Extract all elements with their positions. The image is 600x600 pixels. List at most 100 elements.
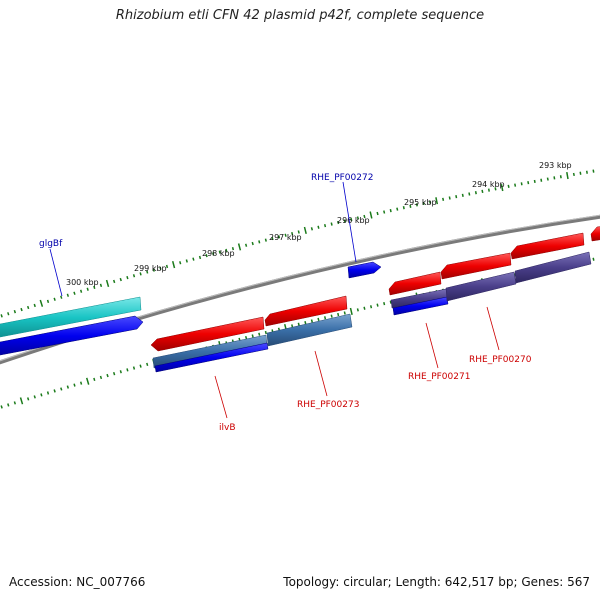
glgBf-feature-bar[interactable] <box>0 296 142 338</box>
gene-label-rhe-pf00272[interactable]: RHE_PF00272 <box>311 173 373 183</box>
scale-minor-tick <box>26 305 30 310</box>
glgBf-cds-arrow[interactable] <box>0 315 144 356</box>
rhe-pf00272-cds-arrow[interactable] <box>347 261 382 279</box>
gene-label-rhe-pf00270[interactable]: RHE_PF00270 <box>469 355 532 365</box>
scale-minor-tick <box>258 240 261 244</box>
rhe-pf00268-cds-arrow[interactable] <box>590 226 600 242</box>
scale-minor-tick <box>244 243 248 247</box>
rhe-pf00272-leader <box>342 181 357 263</box>
scale-minor-tick <box>198 255 202 260</box>
rhe-pf00269-feature-bar[interactable] <box>514 251 592 284</box>
scale-minor-tick <box>553 176 556 180</box>
scale-major-tick <box>369 211 373 219</box>
rhe-pf00269-cds-arrow[interactable] <box>510 232 585 260</box>
scale-minor-tick <box>271 236 274 241</box>
scale-minor-tick <box>99 283 103 288</box>
scale-minor-tick <box>343 219 346 223</box>
scale-minor-tick <box>152 268 155 272</box>
scale-minor-tick <box>40 393 43 397</box>
accession-text: Accession: NC_007766 <box>9 575 146 589</box>
scale-minor-tick <box>422 201 425 206</box>
scale-minor-tick <box>304 321 307 325</box>
scale-major-tick <box>500 183 504 192</box>
scale-minor-tick <box>66 385 70 389</box>
scale-minor-tick <box>218 250 221 254</box>
scale-minor-tick <box>7 312 10 316</box>
scale-minor-tick <box>231 247 235 251</box>
scale-label-298: 298 kbp <box>202 249 235 258</box>
topology-stats-text: Topology: circular; Length: 642,517 bp; … <box>283 575 590 589</box>
scale-minor-tick <box>389 300 392 304</box>
rhe-pf00271-cds-bar[interactable] <box>392 296 449 316</box>
scale-minor-tick <box>507 184 510 188</box>
scale-label-300: 300 kbp <box>66 278 99 287</box>
scale-minor-tick <box>487 188 490 192</box>
ilvB-leader <box>214 375 228 419</box>
scale-minor-tick <box>572 172 575 177</box>
rhe-pf00270-feature-bar[interactable] <box>445 271 517 302</box>
scale-minor-tick <box>291 324 294 328</box>
scale-minor-tick <box>323 224 327 228</box>
scale-minor-tick <box>527 181 530 185</box>
scale-minor-tick <box>73 291 76 295</box>
scale-minor-tick <box>291 232 294 236</box>
gene-label-glgBf[interactable]: glgBf <box>39 239 63 249</box>
scale-minor-tick <box>7 403 10 407</box>
scale-minor-tick <box>317 317 320 321</box>
gene-label-rhe-pf00273[interactable]: RHE_PF00273 <box>297 400 359 410</box>
scale-minor-tick <box>132 366 136 370</box>
scale-minor-tick <box>546 177 549 181</box>
scale-minor-tick <box>126 276 129 280</box>
scale-minor-tick <box>13 309 17 314</box>
scale-major-tick <box>566 171 569 180</box>
rhe-pf00273-leader <box>314 350 328 397</box>
scale-minor-tick <box>126 368 129 372</box>
ilvB-cds-bar[interactable] <box>154 342 269 373</box>
scale-minor-tick <box>363 306 366 310</box>
scale-minor-tick <box>132 274 136 278</box>
scale-minor-tick <box>119 277 122 282</box>
scale-minor-tick <box>468 192 471 196</box>
rhe-pf00270-cds-arrow[interactable] <box>440 252 512 280</box>
scale-minor-tick <box>533 179 536 184</box>
scale-minor-tick <box>520 182 523 186</box>
rhe-pf00271-cds-arrow[interactable] <box>388 271 442 296</box>
scale-minor-tick <box>112 371 116 376</box>
scale-minor-tick <box>139 272 142 276</box>
scale-major-tick <box>435 197 439 205</box>
scale-minor-tick <box>146 270 149 274</box>
scale-minor-tick <box>474 191 477 195</box>
scale-minor-tick <box>73 383 76 387</box>
scale-minor-tick <box>559 175 562 179</box>
rhe-pf00273-cds-arrow[interactable] <box>264 295 348 327</box>
scale-minor-tick <box>389 208 392 213</box>
rhe-pf00273-feature-bar[interactable] <box>266 313 353 347</box>
scale-minor-tick <box>258 332 261 336</box>
ilvB-cds-arrow[interactable] <box>150 316 265 352</box>
scale-minor-tick <box>33 303 36 308</box>
scale-minor-tick <box>139 364 142 368</box>
scale-minor-tick <box>330 222 333 226</box>
scale-minor-tick <box>579 171 582 175</box>
scale-minor-tick <box>455 195 458 199</box>
scale-minor-tick <box>66 293 70 297</box>
scale-minor-tick <box>53 297 56 301</box>
scale-minor-tick <box>330 314 333 318</box>
scale-minor-tick <box>383 302 386 306</box>
scale-minor-tick <box>60 295 63 299</box>
scale-label-299: 299 kbp <box>134 264 167 273</box>
scale-minor-tick <box>165 264 169 269</box>
scale-minor-tick <box>337 220 340 225</box>
gene-label-ilvB[interactable]: ilvB <box>219 423 236 433</box>
scale-minor-tick <box>277 235 281 239</box>
scale-minor-tick <box>284 233 287 237</box>
scale-minor-tick <box>205 254 208 258</box>
rhe-pf00271-leader <box>425 322 439 369</box>
scale-minor-tick <box>428 200 432 204</box>
glgBf-leader <box>49 248 63 297</box>
scale-major-tick <box>171 261 176 269</box>
scale-minor-tick <box>356 308 359 312</box>
scale-major-tick <box>85 377 90 385</box>
gene-label-rhe-pf00271[interactable]: RHE_PF00271 <box>408 372 470 382</box>
